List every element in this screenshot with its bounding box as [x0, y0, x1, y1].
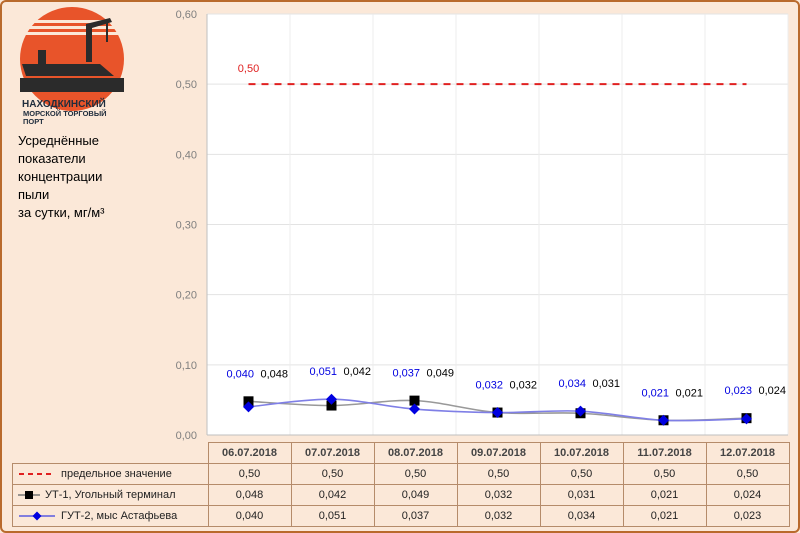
gut2-point — [492, 407, 503, 419]
caption-line: показатели — [18, 151, 86, 166]
y-tick-label: 0,50 — [176, 79, 197, 91]
y-tick-label: 0,40 — [176, 149, 197, 161]
table-corner — [13, 443, 209, 464]
table-row: УТ-1, Угольный терминал 0,048 0,042 0,04… — [12, 484, 790, 506]
table-cell: 0,50 — [207, 463, 292, 485]
legend-label: ГУТ-2, мыс Астафьева — [61, 510, 178, 523]
table-cell: 0,50 — [373, 463, 458, 485]
gut2-data-label: 0,051 — [310, 366, 338, 378]
ut1-point — [243, 396, 254, 407]
gut2-point — [409, 403, 420, 415]
category-header: 06.07.2018 — [207, 442, 292, 464]
table-row: предельное значение 0,50 0,50 0,50 0,50 … — [12, 463, 790, 485]
gut2-point — [575, 405, 586, 417]
table-cell: 0,021 — [622, 505, 707, 527]
category-header: 09.07.2018 — [456, 442, 541, 464]
category-header: 08.07.2018 — [373, 442, 458, 464]
table-cell: 0,50 — [456, 463, 541, 485]
gut2-point — [243, 401, 254, 413]
table-cell: 0,031 — [539, 484, 624, 506]
ut1-data-label: 0,032 — [510, 380, 538, 392]
data-table: 06.07.2018 07.07.2018 08.07.2018 09.07.2… — [12, 442, 790, 527]
table-cell: 0,040 — [207, 505, 292, 527]
logo-water — [20, 78, 124, 92]
logo-stripe — [20, 26, 124, 29]
gut2-data-label: 0,034 — [559, 378, 587, 390]
gut2-data-label: 0,021 — [642, 387, 670, 399]
legend-label: УТ-1, Угольный терминал — [45, 489, 176, 502]
category-header: 07.07.2018 — [290, 442, 375, 464]
table-cell: 0,024 — [705, 484, 790, 506]
caption-line: Усреднённые — [18, 133, 99, 148]
table-cell: 0,50 — [705, 463, 790, 485]
table-cell: 0,50 — [290, 463, 375, 485]
gut2-data-label: 0,023 — [725, 385, 753, 397]
logo-stripe — [20, 32, 124, 35]
table-cell: 0,023 — [705, 505, 790, 527]
caption-line: за сутки, мг/м³ — [18, 205, 105, 220]
ut1-point — [409, 395, 420, 406]
gut2-point — [658, 414, 669, 426]
table-cell: 0,049 — [373, 484, 458, 506]
y-tick-label: 0,20 — [176, 290, 197, 302]
table-cell: 0,048 — [207, 484, 292, 506]
port-logo: НАХОДКИНСКИЙ МОРСКОЙ ТОРГОВЫЙ ПОРТ — [20, 7, 124, 126]
gut2-data-label: 0,040 — [227, 368, 255, 380]
data-labels: 0,50 0,040 0,051 0,037 0,032 0,034 0,021 0,023 0… — [227, 63, 787, 399]
ut1-data-label: 0,048 — [261, 368, 289, 380]
table-header-row: 06.07.2018 07.07.2018 08.07.2018 09.07.2… — [13, 442, 790, 464]
category-header: 10.07.2018 — [539, 442, 624, 464]
dashed-line-icon — [19, 473, 55, 476]
table-cell: 0,037 — [373, 505, 458, 527]
logo-crane — [86, 18, 112, 62]
limit-data-label: 0,50 — [238, 63, 259, 75]
logo-title: НАХОДКИНСКИЙ — [22, 97, 106, 110]
series-layer — [243, 83, 752, 426]
logo-stripe — [20, 20, 124, 23]
table-cell: 0,032 — [456, 484, 541, 506]
ut1-data-label: 0,021 — [676, 387, 704, 399]
legend-label: предельное значение — [61, 468, 172, 481]
table-cell: 0,021 — [622, 484, 707, 506]
ut1-data-label: 0,024 — [759, 385, 787, 397]
legend-limit: предельное значение — [12, 463, 209, 485]
category-header: 12.07.2018 — [705, 442, 790, 464]
table-cell: 0,032 — [456, 505, 541, 527]
legend-gut2: ГУТ-2, мыс Астафьева — [12, 505, 209, 527]
caption-line: пыли — [18, 187, 50, 202]
ut1-data-label: 0,042 — [344, 366, 372, 378]
square-marker-icon — [18, 491, 40, 500]
y-tick-label: 0,10 — [176, 360, 197, 372]
table-cell: 0,50 — [539, 463, 624, 485]
gut2-point — [326, 393, 337, 405]
table-cell: 0,042 — [290, 484, 375, 506]
category-header: 11.07.2018 — [622, 442, 707, 464]
ut1-data-label: 0,049 — [427, 368, 455, 380]
caption-line: концентрации — [18, 169, 103, 184]
table-cell: 0,051 — [290, 505, 375, 527]
diamond-marker-icon — [19, 511, 55, 521]
table-cell: 0,50 — [622, 463, 707, 485]
grid — [206, 13, 789, 436]
table-row: ГУТ-2, мыс Астафьева 0,040 0,051 0,037 0… — [12, 505, 790, 527]
logo-line3: ПОРТ — [23, 117, 44, 126]
y-axis: 0,00 0,10 0,20 0,30 0,40 0,50 0,60 — [176, 9, 197, 442]
ut1-data-label: 0,031 — [593, 378, 621, 390]
table-cell: 0,034 — [539, 505, 624, 527]
y-tick-label: 0,00 — [176, 430, 197, 442]
chart-caption: Усреднённые показатели концентрации пыли… — [18, 132, 168, 222]
y-tick-label: 0,60 — [176, 9, 197, 21]
gut2-point — [741, 413, 752, 425]
logo-line2: МОРСКОЙ ТОРГОВЫЙ — [23, 109, 107, 118]
y-tick-label: 0,30 — [176, 220, 197, 232]
gut2-data-label: 0,037 — [393, 368, 421, 380]
gut2-data-label: 0,032 — [476, 380, 504, 392]
legend-ut1: УТ-1, Угольный терминал — [12, 484, 209, 506]
ut1-point — [326, 400, 337, 411]
logo-ship — [22, 50, 114, 76]
